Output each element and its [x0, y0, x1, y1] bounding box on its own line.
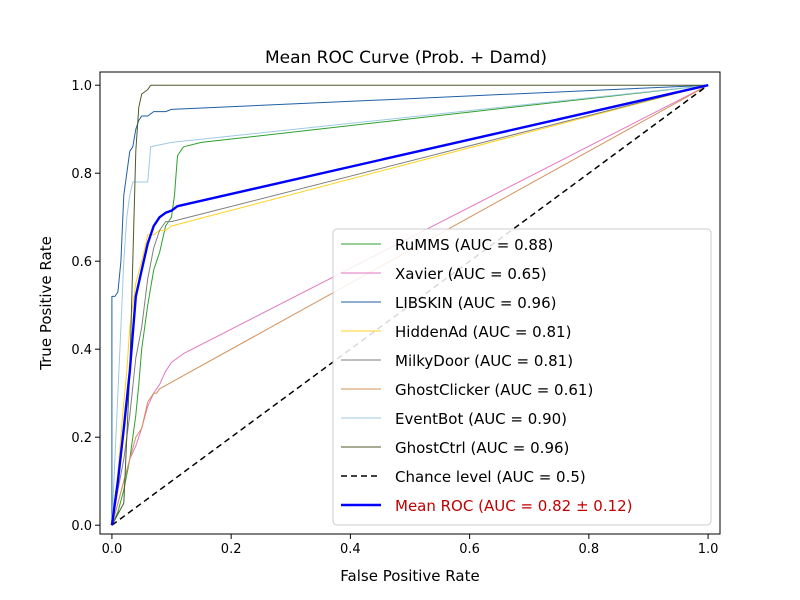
legend-label: Chance level (AUC = 0.5) — [395, 468, 586, 486]
x-tick-label: 0.4 — [340, 542, 361, 557]
legend-label: Xavier (AUC = 0.65) — [395, 265, 547, 283]
plot-frame — [99, 71, 721, 535]
y-tick-label: 0.2 — [71, 431, 92, 446]
legend-label: RuMMS (AUC = 0.88) — [395, 236, 553, 254]
x-tick-label: 0.0 — [102, 542, 123, 557]
y-tick-label: 0.4 — [71, 343, 92, 358]
x-axis-label: False Positive Rate — [340, 567, 479, 585]
legend-label: EventBot (AUC = 0.90) — [395, 410, 567, 428]
legend-box — [332, 228, 712, 526]
legend-label: Mean ROC (AUC = 0.82 ± 0.12) — [395, 497, 633, 515]
y-tick-label: 0.8 — [71, 167, 92, 182]
y-tick-label: 1.0 — [71, 79, 92, 94]
legend-label: MilkyDoor (AUC = 0.81) — [395, 352, 573, 370]
x-tick-label: 0.8 — [579, 542, 600, 557]
x-tick-label: 0.6 — [459, 542, 480, 557]
chart-title: Mean ROC Curve (Prob. + Damd) — [265, 48, 547, 68]
legend-label: GhostClicker (AUC = 0.61) — [395, 381, 593, 399]
legend-label: GhostCtrl (AUC = 0.96) — [395, 439, 569, 457]
ticks-layer: 0.0 0.2 0.4 0.6 0.8 1.0 0.0 0.2 0.4 0.6 0.8 1.0 — [71, 79, 718, 557]
series-line-ghostctrl — [111, 84, 709, 526]
legend: RuMMS (AUC = 0.88) Xavier (AUC = 0.65) LIB… — [332, 228, 712, 526]
series-line-milkydoor — [111, 84, 709, 526]
legend-label: HiddenAd (AUC = 0.81) — [395, 323, 571, 341]
series-line-hiddenad — [111, 84, 709, 526]
y-axis-label: True Positive Rate — [37, 236, 55, 371]
series-line-libskin — [111, 84, 709, 526]
x-tick-label: 0.2 — [221, 542, 242, 557]
y-tick-label: 0.0 — [71, 519, 92, 534]
legend-label: LIBSKIN (AUC = 0.96) — [395, 294, 557, 312]
y-tick-label: 0.6 — [71, 255, 92, 270]
series-line-rumms — [111, 84, 709, 526]
series-line-eventbot — [111, 84, 709, 526]
series-line-ghostclicker — [111, 84, 709, 526]
series-line-mean-roc — [110, 84, 709, 526]
x-tick-label: 1.0 — [698, 542, 719, 557]
